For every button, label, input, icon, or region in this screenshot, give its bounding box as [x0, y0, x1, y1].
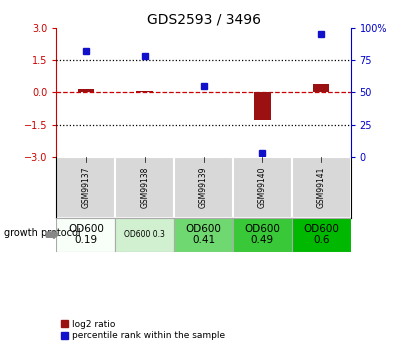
FancyBboxPatch shape	[292, 157, 351, 217]
Text: OD600
0.19: OD600 0.19	[68, 224, 104, 246]
Bar	[313, 84, 329, 92]
Text: growth protocol: growth protocol	[4, 228, 81, 238]
FancyBboxPatch shape	[233, 157, 292, 217]
Title: GDS2593 / 3496: GDS2593 / 3496	[147, 12, 260, 27]
FancyBboxPatch shape	[56, 157, 115, 217]
Legend: log2 ratio, percentile rank within the sample: log2 ratio, percentile rank within the s…	[61, 320, 225, 341]
Text: OD600
0.6: OD600 0.6	[303, 224, 339, 246]
Text: GSM99139: GSM99139	[199, 166, 208, 208]
FancyBboxPatch shape	[115, 157, 174, 217]
Text: OD600
0.41: OD600 0.41	[185, 224, 222, 246]
Text: GSM99140: GSM99140	[258, 166, 267, 208]
FancyBboxPatch shape	[174, 157, 233, 217]
Bar	[115, 217, 174, 252]
Bar	[254, 92, 270, 120]
Text: GSM99141: GSM99141	[317, 167, 326, 208]
Text: OD600 0.3: OD600 0.3	[124, 230, 165, 239]
Bar	[174, 217, 233, 252]
Bar	[233, 217, 292, 252]
Bar	[292, 217, 351, 252]
Bar	[78, 89, 94, 92]
Bar	[137, 90, 153, 92]
Text: GSM99138: GSM99138	[140, 167, 149, 208]
Text: OD600
0.49: OD600 0.49	[244, 224, 280, 246]
Bar	[56, 217, 115, 252]
Text: GSM99137: GSM99137	[81, 166, 90, 208]
